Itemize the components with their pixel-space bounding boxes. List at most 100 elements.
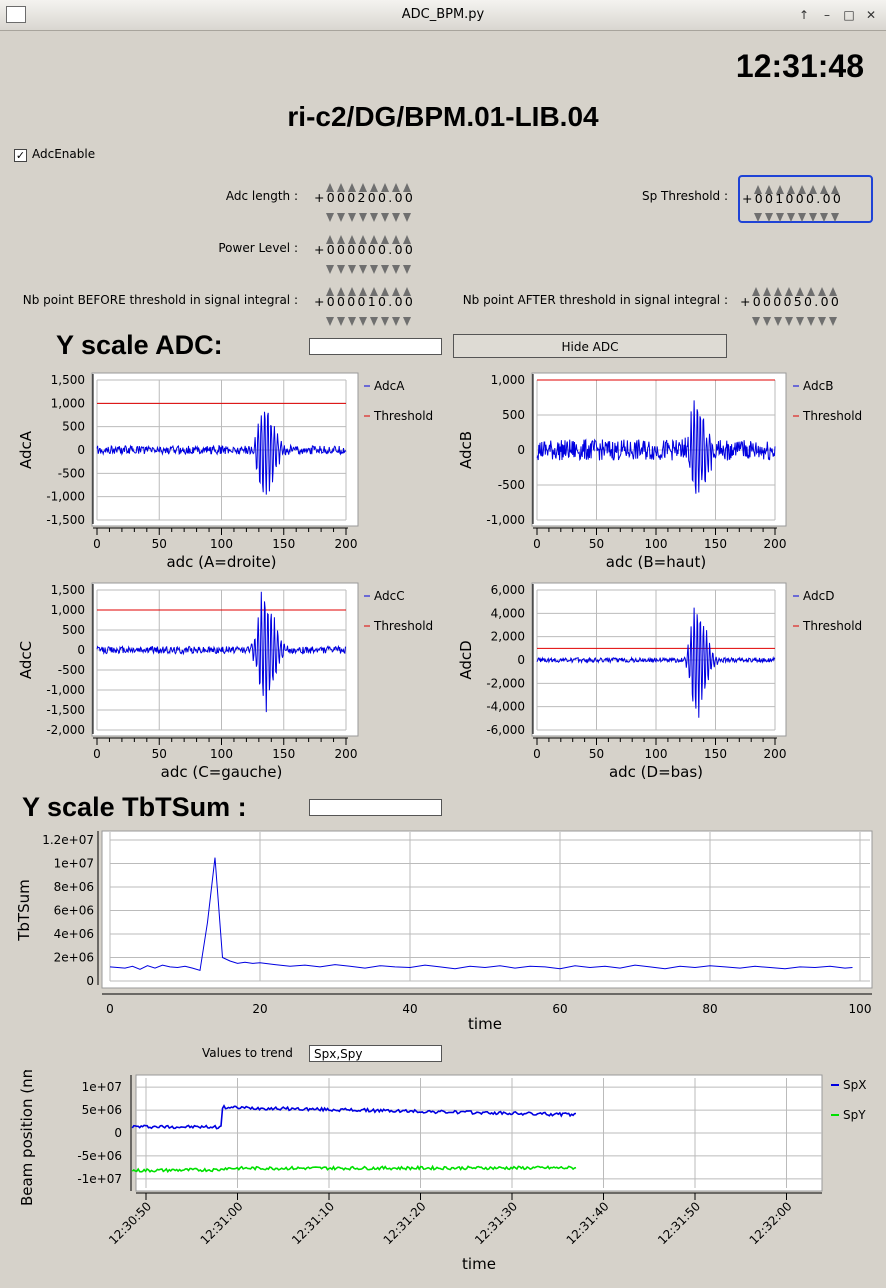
y-tick-label: -1,500 <box>46 513 85 527</box>
y-tick-label: -6,000 <box>486 723 525 737</box>
y-tick-label: 500 <box>502 408 525 422</box>
x-tick-label: 12:31:20 <box>381 1199 429 1247</box>
x-tick-label: 100 <box>645 747 668 761</box>
window-title: ADC_BPM.py <box>401 7 485 22</box>
y-tick-label: 0 <box>77 643 85 657</box>
y-axis-label: AdcC <box>17 641 35 679</box>
x-tick-label: 12:30:50 <box>106 1199 154 1247</box>
x-tick-label: 0 <box>533 747 541 761</box>
x-tick-label: 40 <box>402 1002 417 1016</box>
y-tick-label: 4e+06 <box>54 927 94 941</box>
power-level-spinbox[interactable]: +000000.00 <box>314 229 444 274</box>
y-axis-label: AdcB <box>457 431 475 469</box>
sp-threshold-spinbox[interactable]: +001000.00 <box>738 175 873 223</box>
sp-threshold-label: Sp Threshold : <box>641 189 728 203</box>
minimize-button[interactable]: – <box>824 8 830 22</box>
legend-entry: AdcD <box>803 589 834 603</box>
x-tick-label: 100 <box>849 1002 872 1016</box>
tbtsum-series-line <box>109 857 853 972</box>
nb-after-spinbox[interactable]: +000050.00 <box>740 281 870 326</box>
power-level-value: +000000.00 <box>314 242 416 257</box>
trend-input[interactable]: Spx,Spy <box>309 1045 442 1062</box>
x-tick-label: 12:31:50 <box>655 1199 703 1247</box>
y-tick-label: 4,000 <box>491 606 525 620</box>
y-tick-label: 1,000 <box>491 373 525 387</box>
keep-above-button[interactable]: ↑ <box>798 8 810 22</box>
AdcD-series-line <box>536 607 776 718</box>
x-tick-label: 0 <box>93 747 101 761</box>
y-tick-label: 6e+06 <box>54 904 94 918</box>
x-tick-label: 12:31:40 <box>564 1199 612 1247</box>
x-tick-label: 80 <box>702 1002 717 1016</box>
x-tick-label: 12:31:30 <box>472 1199 520 1247</box>
nb-before-spinbox[interactable]: +000010.00 <box>314 281 444 326</box>
x-tick-label: 100 <box>645 537 668 551</box>
power-level-label: Power Level : <box>218 241 298 255</box>
y-tick-label: 1e+07 <box>82 1080 122 1094</box>
x-tick-label: 50 <box>589 537 604 551</box>
y-tick-label: -1,000 <box>46 490 85 504</box>
y-tick-label: 1e+07 <box>54 857 94 871</box>
legend-entry: SpY <box>843 1108 866 1122</box>
x-tick-label: 12:31:10 <box>289 1199 337 1247</box>
nb-before-value: +000010.00 <box>314 294 416 309</box>
x-axis-label: adc (B=haut) <box>606 553 706 571</box>
y-tick-label: 0 <box>517 653 525 667</box>
legend-entry: AdcB <box>803 379 833 393</box>
x-tick-label: 150 <box>704 747 727 761</box>
SpY-series-line <box>131 1164 577 1174</box>
x-tick-label: 200 <box>764 537 787 551</box>
y-tick-label: 5e+06 <box>82 1103 122 1117</box>
adcD-chart: 0 50 100 150 200 6,000 4,000 2,000 0 -2,000 -4,000… <box>457 582 862 781</box>
y-tick-label: -1,000 <box>486 513 525 527</box>
x-tick-label: 200 <box>764 747 787 761</box>
hide-adc-button[interactable]: Hide ADC <box>453 334 727 358</box>
y-tick-label: 500 <box>62 623 85 637</box>
trend-label: Values to trend <box>202 1046 293 1060</box>
adcA-chart: 0 50 100 150 200 1,500 1,000 500 0 -500 -1,000 -1,5… <box>17 372 433 571</box>
y-scale-tbt-input[interactable] <box>309 799 442 816</box>
x-tick-label: 150 <box>272 537 295 551</box>
x-axis-label: time <box>462 1255 496 1273</box>
y-axis-label: Beam position (nm) <box>18 1070 36 1206</box>
x-tick-label: 100 <box>210 537 233 551</box>
x-tick-label: 12:31:00 <box>198 1199 246 1247</box>
y-tick-label: 0 <box>517 443 525 457</box>
y-tick-label: 0 <box>86 974 94 988</box>
nb-after-label: Nb point AFTER threshold in signal integ… <box>462 293 728 307</box>
y-tick-label: -2,000 <box>46 723 85 737</box>
close-button[interactable]: ✕ <box>865 8 877 22</box>
y-tick-label: 0 <box>114 1126 122 1140</box>
adc-length-spinbox[interactable]: +000200.00 <box>314 177 444 222</box>
legend-entry: Threshold <box>802 619 862 633</box>
y-tick-label: -4,000 <box>486 700 525 714</box>
window-titlebar: ADC_BPM.py ↑ – □ ✕ <box>0 0 886 31</box>
x-tick-label: 0 <box>93 537 101 551</box>
y-tick-label: 0 <box>77 443 85 457</box>
y-scale-adc-input[interactable] <box>309 338 442 355</box>
x-axis-label: adc (C=gauche) <box>161 763 283 781</box>
y-tick-label: 1,000 <box>51 603 85 617</box>
y-axis-label: AdcA <box>17 430 35 469</box>
y-scale-adc-label: Y scale ADC: <box>56 330 223 360</box>
adc-enable-label: AdcEnable <box>32 147 96 161</box>
x-tick-label: 0 <box>106 1002 114 1016</box>
adcC-chart: 0 50 100 150 200 1,500 1,000 500 0 -500 -1,000 -1,5… <box>17 582 433 781</box>
chart-frame <box>101 830 873 989</box>
AdcA-series-line <box>96 411 347 495</box>
y-tick-label: 8e+06 <box>54 880 94 894</box>
y-tick-label: 1,000 <box>51 396 85 410</box>
y-tick-label: 1,500 <box>51 373 85 387</box>
clock: 12:31:48 <box>735 48 864 84</box>
legend-entry: Threshold <box>373 409 433 423</box>
x-tick-label: 50 <box>589 747 604 761</box>
maximize-button[interactable]: □ <box>843 8 855 22</box>
y-tick-label: 6,000 <box>491 583 525 597</box>
y-tick-label: -1,500 <box>46 703 85 717</box>
adc-enable-checkbox[interactable]: ✓ <box>14 149 27 162</box>
y-tick-label: -2,000 <box>486 676 525 690</box>
y-tick-label: -500 <box>58 663 85 677</box>
nb-after-value: +000050.00 <box>740 294 842 309</box>
x-axis-label: adc (D=bas) <box>609 763 703 781</box>
x-tick-label: 0 <box>533 537 541 551</box>
